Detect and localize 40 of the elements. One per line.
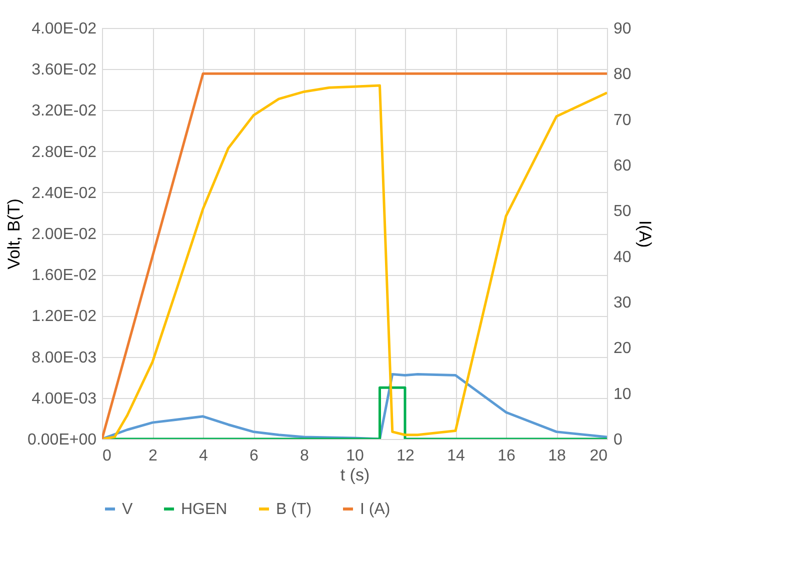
legend-label: I (A) — [360, 501, 390, 518]
legend-label: V — [122, 501, 133, 518]
x-tick-label: 16 — [498, 448, 516, 464]
y-tick-label: 2.40E-02 — [32, 184, 97, 202]
x-tick-label: 8 — [300, 448, 310, 464]
x-tick-label: 10 — [346, 448, 364, 464]
y2-tick-label: 90 — [614, 20, 632, 38]
x-tick-label: 12 — [396, 448, 414, 464]
y2-tick-label: 30 — [614, 294, 632, 312]
x-tick-label: 6 — [250, 448, 259, 464]
y-tick-label: 2.80E-02 — [32, 144, 97, 161]
y-tick-label: 1.20E-02 — [32, 308, 97, 326]
y-axis-title: Volt, B(T) — [4, 198, 24, 270]
y2-tick-label: 70 — [614, 112, 632, 129]
y-tick-label: 8.00E-03 — [32, 349, 97, 366]
y-tick-label: 4.00E-02 — [32, 20, 97, 38]
x-tick-label: 0 — [102, 448, 112, 464]
y2-axis-title: I(A) — [635, 220, 654, 248]
y2-tick-label: 20 — [614, 340, 632, 358]
x-tick-label: 4 — [199, 448, 208, 464]
x-tick-label: 14 — [447, 448, 465, 464]
y2-tick-label: 40 — [614, 248, 632, 266]
legend-label: HGEN — [181, 501, 228, 518]
line-series — [102, 373, 607, 439]
y-tick-label: 1.60E-02 — [32, 267, 97, 284]
x-axis-title: t (s) — [340, 466, 370, 484]
x-tick-label: 20 — [590, 448, 608, 464]
y2-tick-label: 10 — [614, 386, 632, 403]
legend-label: B (T) — [276, 501, 312, 518]
y2-tick-label: 50 — [614, 203, 632, 220]
y2-tick-label: 60 — [614, 158, 632, 174]
x-tick-label: 2 — [148, 448, 158, 464]
y2-tick-label: 80 — [614, 66, 632, 84]
x-tick-label: 18 — [548, 448, 566, 464]
y-tick-label: 3.60E-02 — [32, 62, 97, 79]
y-tick-label: 3.20E-02 — [32, 102, 97, 120]
y-tick-label: 4.00E-03 — [32, 390, 97, 408]
y-tick-label: 2.00E-02 — [32, 226, 97, 243]
y2-tick-label: 0 — [614, 432, 622, 448]
y-tick-label: 0.00E+00 — [28, 432, 97, 448]
